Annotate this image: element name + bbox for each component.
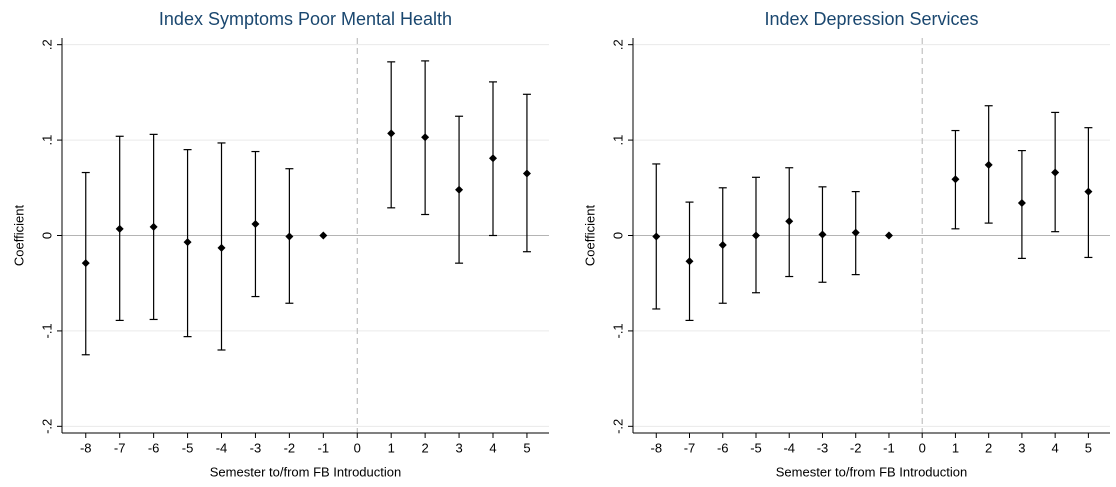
x-axis-label: Semester to/from FB Introduction <box>210 464 401 479</box>
x-tick-label: 1 <box>952 440 959 455</box>
x-tick-label: -7 <box>114 440 126 455</box>
chart-panel: Index Depression Services -.2 -.1 0 .1 .2 -8 -7… <box>582 9 1110 479</box>
y-axis-label: Coefficient <box>582 205 597 267</box>
point <box>251 220 260 229</box>
point <box>751 231 760 240</box>
x-tick-label: 2 <box>985 440 992 455</box>
x-tick-label: -6 <box>148 440 160 455</box>
x-tick-label: 2 <box>422 440 429 455</box>
y-axis-label: Coefficient <box>11 205 26 267</box>
chart-title: Index Symptoms Poor Mental Health <box>159 9 452 29</box>
x-tick-label: -8 <box>650 440 662 455</box>
x-tick-label: -1 <box>883 440 895 455</box>
x-tick-label: 0 <box>919 440 926 455</box>
y-tick-label: .1 <box>39 135 54 146</box>
x-tick-label: 3 <box>455 440 462 455</box>
point <box>421 133 430 142</box>
point <box>652 232 661 241</box>
x-tick-label: 5 <box>523 440 530 455</box>
y-tick-label: .2 <box>39 39 54 50</box>
x-tick-label: -2 <box>850 440 862 455</box>
point <box>851 228 860 237</box>
x-tick-label: -3 <box>250 440 262 455</box>
x-tick-label: -2 <box>284 440 296 455</box>
point <box>1017 199 1026 208</box>
x-tick-label: -4 <box>216 440 228 455</box>
x-tick-label: -4 <box>783 440 795 455</box>
point <box>489 154 498 163</box>
x-tick-label: -6 <box>717 440 729 455</box>
x-axis-label: Semester to/from FB Introduction <box>776 464 967 479</box>
x-tick-label: -5 <box>750 440 762 455</box>
point <box>984 160 993 169</box>
y-tick-label: -.2 <box>39 419 54 434</box>
y-tick-label: 0 <box>39 232 54 239</box>
x-tick-label: 4 <box>489 440 496 455</box>
point <box>685 257 694 266</box>
chart-panel: Index Symptoms Poor Mental Health -.2 -.1 0… <box>11 9 549 479</box>
point <box>1084 187 1093 196</box>
point <box>217 243 226 252</box>
x-tick-label: -8 <box>80 440 92 455</box>
y-tick-label: -.1 <box>39 323 54 338</box>
point <box>818 230 827 239</box>
x-tick-label: -3 <box>817 440 829 455</box>
point <box>1051 168 1060 177</box>
y-tick-label: -.1 <box>610 323 625 338</box>
x-tick-label: 0 <box>354 440 361 455</box>
x-tick-label: 1 <box>388 440 395 455</box>
x-tick-label: 5 <box>1085 440 1092 455</box>
point <box>522 169 531 178</box>
point <box>81 259 90 268</box>
point <box>285 232 294 241</box>
point <box>319 231 328 240</box>
y-tick-label: .2 <box>610 39 625 50</box>
y-tick-label: .1 <box>610 135 625 146</box>
x-tick-label: 4 <box>1052 440 1059 455</box>
point <box>718 241 727 250</box>
point <box>149 222 158 231</box>
x-tick-label: -1 <box>318 440 330 455</box>
x-tick-label: -5 <box>182 440 194 455</box>
point <box>387 129 396 138</box>
chart-title: Index Depression Services <box>764 9 978 29</box>
x-tick-label: 3 <box>1018 440 1025 455</box>
point <box>115 224 124 233</box>
point <box>455 185 464 194</box>
y-tick-label: -.2 <box>610 419 625 434</box>
point <box>951 175 960 184</box>
x-tick-label: -7 <box>684 440 696 455</box>
point <box>884 231 893 240</box>
point <box>183 238 192 247</box>
point <box>785 217 794 226</box>
y-tick-label: 0 <box>610 232 625 239</box>
